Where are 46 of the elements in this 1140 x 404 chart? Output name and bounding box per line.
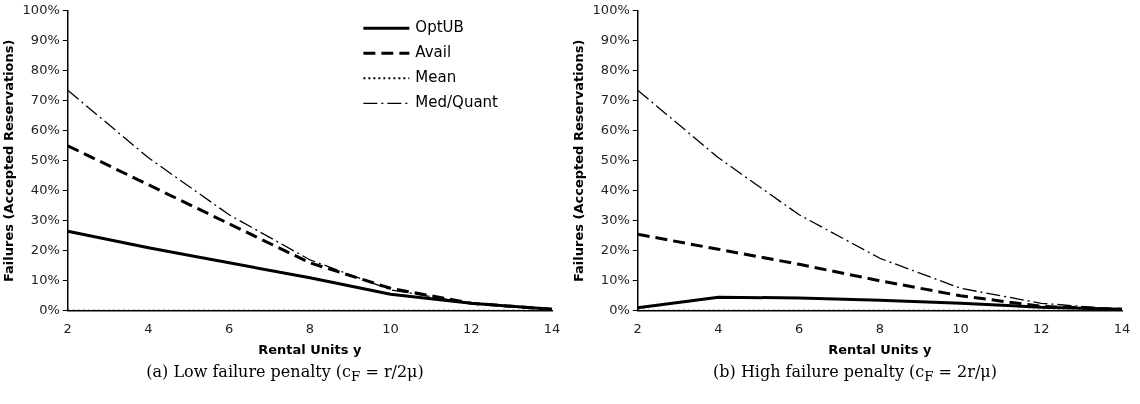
y-axis-title: Failures (Accepted Reservations) <box>571 39 587 283</box>
y-tick-label: 0% <box>609 302 630 318</box>
y-tick-label: 100% <box>592 2 630 18</box>
y-tick-label: 80% <box>600 62 630 78</box>
x-tick-label: 10 <box>952 320 969 336</box>
legend-label: Mean <box>415 68 457 87</box>
y-tick-label: 50% <box>600 152 630 168</box>
y-tick-label: 50% <box>30 152 60 168</box>
legend-label: OptUB <box>415 18 464 37</box>
x-tick-label: 6 <box>795 320 804 336</box>
y-axis-title: Failures (Accepted Reservations) <box>1 39 17 283</box>
x-tick-label: 2 <box>633 320 642 336</box>
x-tick-label: 8 <box>875 320 885 336</box>
x-tick-label: 4 <box>144 320 153 336</box>
y-tick-label: 10% <box>30 272 60 288</box>
text: (b) High failure penalty (c$_{F}$ = 2r/μ) <box>712 362 998 385</box>
x-axis-title: Rental Units y <box>258 341 363 357</box>
y-tick-label: 90% <box>600 32 630 48</box>
x-tick-label: 8 <box>305 320 315 336</box>
x-tick-label: 10 <box>382 320 399 336</box>
x-tick-label: 14 <box>543 320 561 336</box>
legend-label: Med/Quant <box>415 93 499 112</box>
legend-label: Avail <box>415 43 452 62</box>
y-tick-label: 70% <box>30 92 60 108</box>
y-tick-label: 40% <box>600 182 630 198</box>
x-axis-title: Rental Units y <box>828 341 933 357</box>
y-tick-label: 0% <box>39 302 60 318</box>
y-tick-label: 60% <box>600 122 630 138</box>
y-tick-label: 60% <box>30 122 60 138</box>
y-tick-label: 100% <box>22 2 60 18</box>
y-tick-label: 30% <box>30 212 60 228</box>
y-tick-label: 70% <box>600 92 630 108</box>
y-tick-label: 30% <box>600 212 630 228</box>
y-tick-label: 90% <box>30 32 60 48</box>
x-tick-label: 12 <box>1033 320 1050 336</box>
x-tick-label: 4 <box>714 320 723 336</box>
x-tick-label: 6 <box>225 320 234 336</box>
y-tick-label: 10% <box>600 272 630 288</box>
text: (a) Low failure penalty (c$_{F}$ = r/2μ) <box>145 362 425 385</box>
x-tick-label: 12 <box>463 320 480 336</box>
y-tick-label: 80% <box>30 62 60 78</box>
x-tick-label: 2 <box>63 320 72 336</box>
y-tick-label: 20% <box>30 242 60 258</box>
y-tick-label: 20% <box>600 242 630 258</box>
y-tick-label: 40% <box>30 182 60 198</box>
x-tick-label: 14 <box>1113 320 1131 336</box>
